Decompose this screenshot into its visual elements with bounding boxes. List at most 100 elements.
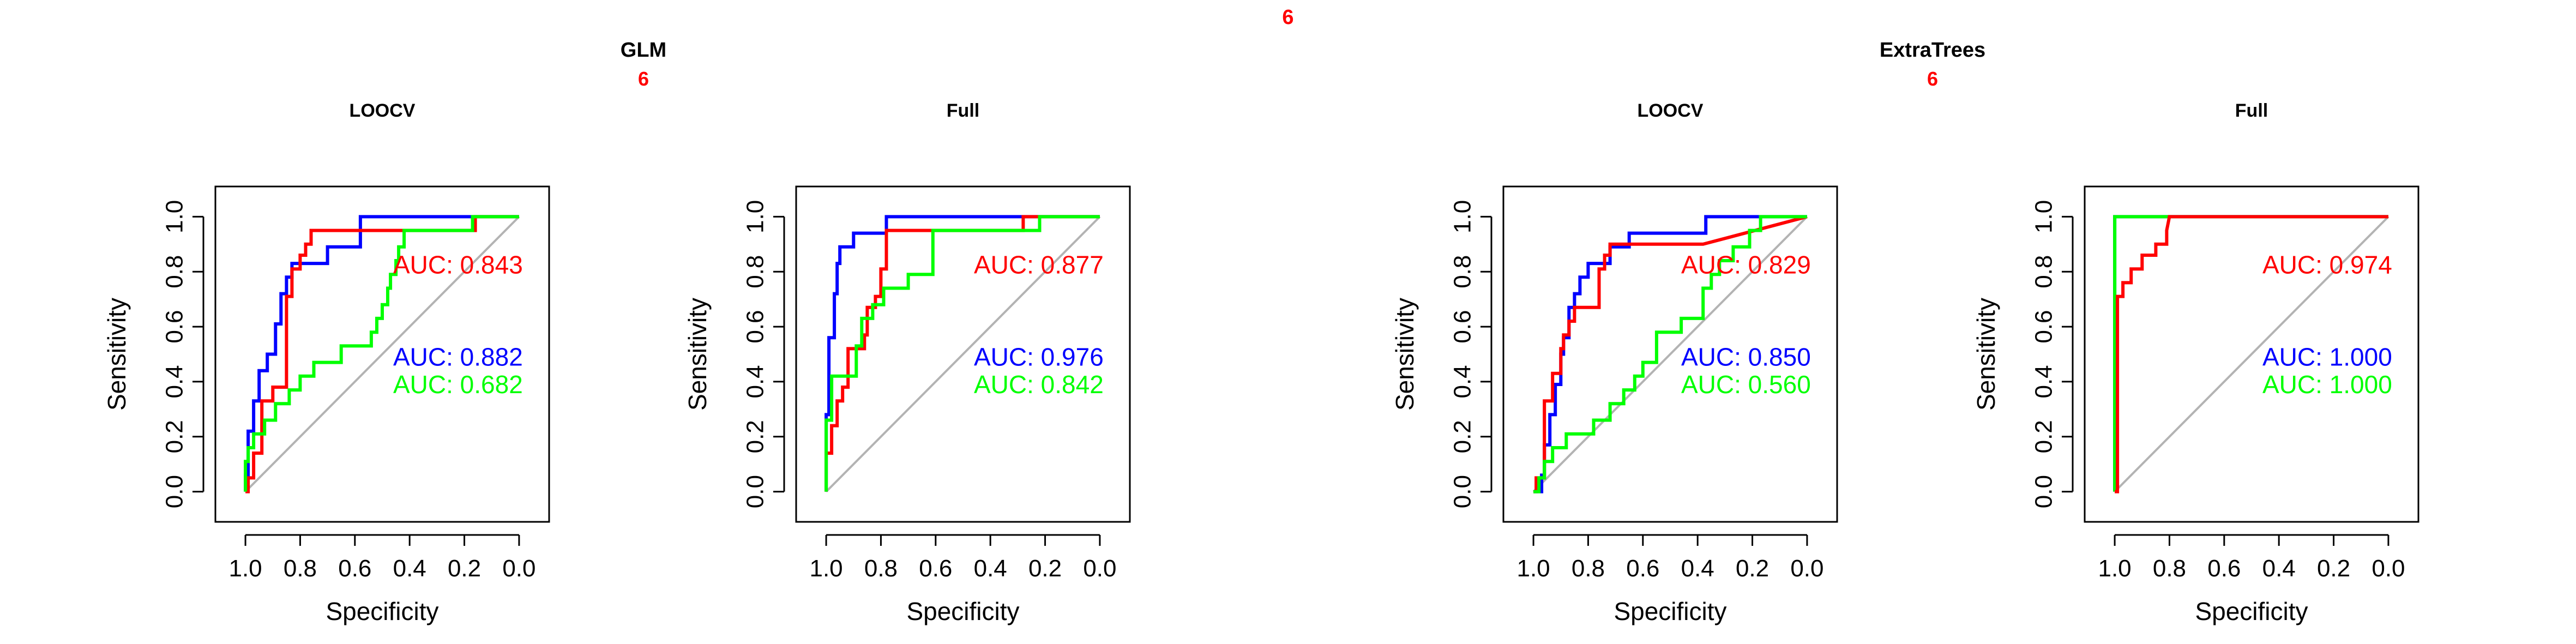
x-tick-label: 0.0: [2372, 555, 2405, 582]
y-tick-label: 0.2: [2031, 420, 2057, 453]
roc-curve-series-2: [824, 215, 1100, 492]
roc-curve-series-3: [244, 215, 519, 492]
group-label-glm: 6: [638, 68, 649, 90]
y-axis-label: Sensitivity: [683, 298, 712, 411]
x-tick-label: 0.8: [1572, 555, 1605, 582]
roc-curve-series-1: [1533, 215, 1807, 493]
plot-frame: [214, 185, 550, 523]
y-tick-label: 0.0: [1449, 475, 1476, 508]
x-tick-label: 0.4: [2262, 555, 2296, 582]
y-tick-label: 0.0: [742, 475, 769, 508]
y-tick-label: 0.0: [2031, 475, 2057, 508]
roc-curve-series-3: [2115, 215, 2388, 493]
x-axis-label: Specificity: [2195, 597, 2308, 625]
y-tick-label: 0.8: [2031, 255, 2057, 288]
figure-top-label: 6: [1282, 6, 1293, 29]
roc-panel-4: Full 1.0 0.8 0.6 0.4 0.2 0.0 Specificity 0.0 0.2 0…: [1972, 100, 2419, 625]
auc-label: AUC: 0.829: [1681, 251, 1811, 279]
x-tick-label: 0.4: [393, 555, 426, 582]
auc-label: AUC: 1.000: [2262, 370, 2392, 399]
x-tick-label: 0.2: [1736, 555, 1769, 582]
roc-panel-2: Full 1.0 0.8 0.6 0.4 0.2 0.0 Specificity 0.0 0.2 0…: [683, 100, 1131, 625]
group-title-glm: GLM: [621, 39, 666, 62]
x-tick-label: 0.2: [1028, 555, 1062, 582]
x-tick-label: 0.8: [864, 555, 898, 582]
chance-diagonal: [825, 215, 1101, 493]
panel-title: Full: [947, 100, 979, 121]
y-axis-label: Sensitivity: [1391, 298, 1419, 411]
auc-label: AUC: 0.842: [974, 370, 1104, 399]
x-tick-label: 1.0: [228, 555, 262, 582]
y-tick-label: 0.4: [1449, 365, 1476, 398]
x-tick-label: 1.0: [2098, 555, 2131, 582]
y-tick-label: 1.0: [161, 200, 188, 233]
y-tick-label: 0.0: [161, 475, 188, 508]
auc-label: AUC: 0.843: [393, 251, 523, 279]
y-tick-label: 0.6: [2031, 310, 2057, 343]
x-tick-label: 0.4: [974, 555, 1007, 582]
auc-label: AUC: 0.850: [1681, 343, 1811, 371]
chance-diagonal: [1532, 215, 1808, 493]
y-tick-label: 0.8: [1449, 255, 1476, 288]
roc-curve-series-2: [1533, 215, 1808, 493]
roc-curve-series-3: [1533, 215, 1807, 493]
x-tick-label: 0.8: [284, 555, 317, 582]
auc-label: AUC: 0.877: [974, 251, 1104, 279]
x-tick-label: 1.0: [1516, 555, 1550, 582]
panel-title: LOOCV: [350, 100, 416, 121]
chance-diagonal: [2114, 215, 2390, 493]
x-tick-label: 0.6: [1626, 555, 1659, 582]
auc-label: AUC: 0.882: [393, 343, 523, 371]
x-tick-label: 0.0: [502, 555, 535, 582]
x-tick-label: 0.6: [2207, 555, 2241, 582]
panels: LOOCV 1.0 0.8 0.6 0.4 0.2 0.0 Specificity 0.0 0.2…: [103, 100, 2419, 625]
y-axis-label: Sensitivity: [1972, 298, 2000, 411]
x-tick-label: 0.0: [1790, 555, 1823, 582]
chance-diagonal: [244, 215, 520, 493]
y-tick-label: 0.4: [742, 365, 769, 398]
x-tick-label: 0.0: [1083, 555, 1116, 582]
y-tick-label: 0.8: [161, 255, 188, 288]
plot-frame: [2084, 185, 2419, 523]
plot-frame: [1502, 185, 1838, 523]
auc-label: AUC: 0.560: [1681, 370, 1811, 399]
group-title-extratrees: ExtraTrees: [1880, 39, 1985, 62]
x-tick-label: 0.8: [2153, 555, 2186, 582]
x-tick-label: 1.0: [809, 555, 842, 582]
roc-panel-3: LOOCV 1.0 0.8 0.6 0.4 0.2 0.0 Specificity 0.0 0.2…: [1391, 100, 1838, 625]
y-tick-label: 0.8: [742, 255, 769, 288]
auc-label: AUC: 0.682: [393, 370, 523, 399]
group-label-extratrees: 6: [1927, 68, 1938, 90]
y-tick-label: 0.2: [161, 420, 188, 453]
y-tick-label: 0.4: [2031, 365, 2057, 398]
y-tick-label: 0.4: [161, 365, 188, 398]
auc-label: AUC: 0.974: [2262, 251, 2392, 279]
roc-panel-1: LOOCV 1.0 0.8 0.6 0.4 0.2 0.0 Specificity 0.0 0.2…: [103, 100, 550, 625]
x-axis-label: Specificity: [1614, 597, 1726, 625]
x-axis-label: Specificity: [906, 597, 1019, 625]
x-tick-label: 0.6: [919, 555, 952, 582]
x-tick-label: 0.6: [338, 555, 371, 582]
roc-curve-series-1: [824, 215, 1100, 492]
y-tick-label: 1.0: [2031, 200, 2057, 233]
y-tick-label: 0.2: [1449, 420, 1476, 453]
x-tick-label: 0.2: [448, 555, 481, 582]
roc-curve-series-2: [245, 215, 519, 493]
roc-curve-series-1: [244, 215, 519, 492]
roc-curve-series-3: [824, 215, 1100, 492]
panel-title: LOOCV: [1638, 100, 1704, 121]
y-tick-label: 0.2: [742, 420, 769, 453]
auc-label: AUC: 0.976: [974, 343, 1104, 371]
x-tick-label: 0.2: [2317, 555, 2350, 582]
y-tick-label: 0.6: [161, 310, 188, 343]
x-axis-label: Specificity: [326, 597, 438, 625]
y-tick-label: 0.6: [1449, 310, 1476, 343]
y-axis-label: Sensitivity: [103, 298, 131, 411]
auc-label: AUC: 1.000: [2262, 343, 2392, 371]
plot-frame: [795, 185, 1131, 523]
y-tick-label: 1.0: [742, 200, 769, 233]
y-tick-label: 0.6: [742, 310, 769, 343]
panel-title: Full: [2235, 100, 2268, 121]
